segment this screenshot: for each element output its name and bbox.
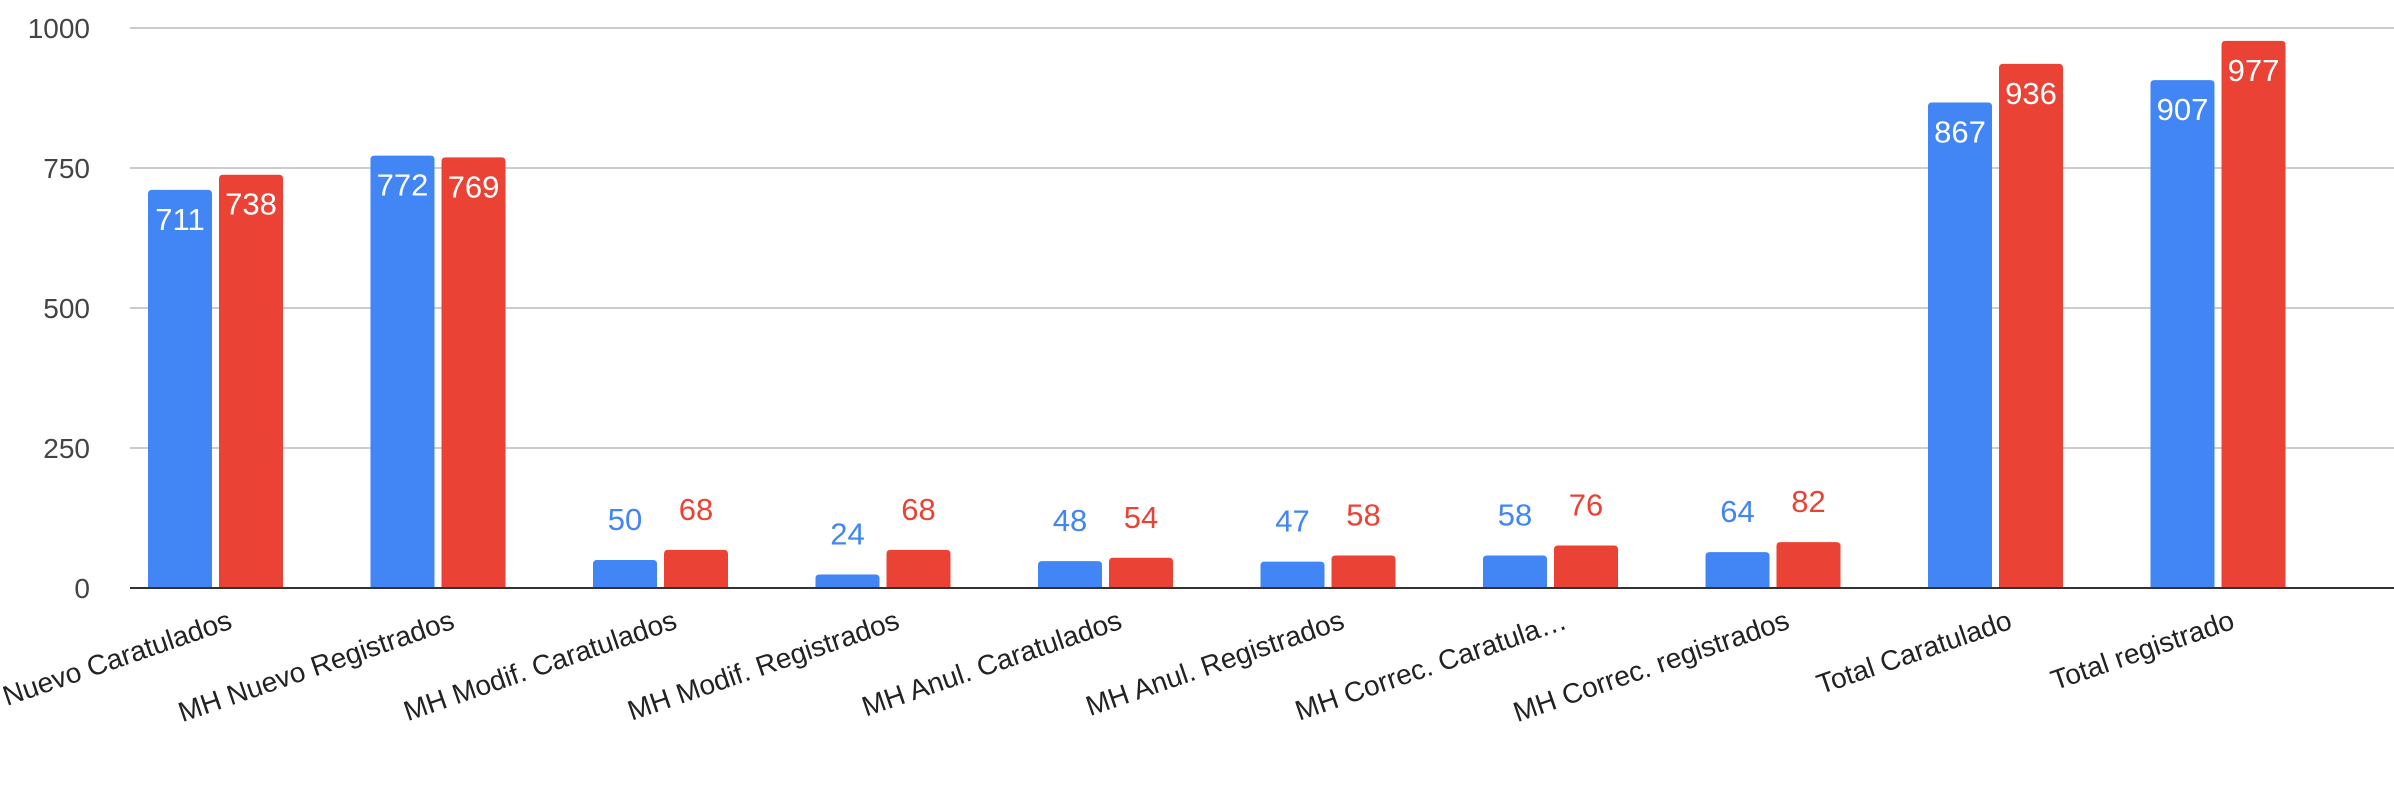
data-label: 907 bbox=[2157, 92, 2209, 127]
bar-series-2 bbox=[1331, 555, 1396, 588]
bar-series-1 bbox=[148, 189, 212, 588]
x-category-label: Total Caratulado bbox=[1813, 604, 2016, 700]
y-tick-label: 250 bbox=[43, 433, 90, 464]
y-tick-label: 750 bbox=[43, 153, 90, 184]
data-label: 711 bbox=[155, 202, 204, 237]
bar-series-2 bbox=[441, 157, 506, 589]
data-label: 977 bbox=[2228, 53, 2280, 88]
bar-series-1 bbox=[1260, 561, 1325, 588]
data-label: 24 bbox=[830, 517, 864, 552]
data-label: 68 bbox=[679, 492, 713, 527]
y-tick-label: 1000 bbox=[28, 13, 90, 44]
data-label: 76 bbox=[1569, 487, 1603, 522]
bar-series-2 bbox=[886, 549, 951, 588]
bar-series-1 bbox=[815, 574, 880, 588]
bar-series-2 bbox=[1109, 557, 1173, 588]
y-tick-label: 0 bbox=[74, 573, 90, 604]
data-label: 64 bbox=[1720, 494, 1754, 529]
data-label: 769 bbox=[448, 169, 500, 204]
x-category-label: Total registrado bbox=[2047, 604, 2238, 696]
bar-series-2 bbox=[1999, 63, 2063, 588]
data-label: 82 bbox=[1791, 484, 1825, 519]
data-label: 47 bbox=[1275, 504, 1309, 539]
bars bbox=[148, 40, 2286, 589]
data-label: 738 bbox=[225, 187, 277, 222]
y-tick-label: 500 bbox=[43, 293, 90, 324]
bar-series-2 bbox=[1554, 545, 1618, 588]
bar-series-1 bbox=[370, 155, 435, 588]
data-label: 54 bbox=[1124, 500, 1158, 535]
data-label: 867 bbox=[1934, 114, 1986, 149]
data-label: 48 bbox=[1053, 503, 1087, 538]
data-label: 936 bbox=[2005, 76, 2057, 111]
y-axis-tick-labels: 0 250 500 750 1000 bbox=[28, 13, 90, 604]
bar-series-1 bbox=[593, 560, 657, 588]
bar-series-2 bbox=[219, 174, 283, 588]
bar-series-1 bbox=[1483, 555, 1547, 588]
bar-series-2 bbox=[2221, 40, 2286, 588]
bar-series-2 bbox=[1776, 542, 1841, 588]
data-label: 58 bbox=[1498, 498, 1532, 533]
data-labels: 711 738 772 769 50 68 24 68 48 54 47 58 58 76 64 82 867 9… bbox=[155, 53, 2279, 552]
data-label: 58 bbox=[1346, 498, 1380, 533]
data-label: 50 bbox=[608, 502, 642, 537]
bar-series-2 bbox=[664, 549, 728, 588]
bar-series-1 bbox=[1928, 102, 1992, 588]
bar-series-1 bbox=[1038, 561, 1102, 588]
bar-series-1 bbox=[1705, 552, 1770, 588]
bar-series-1 bbox=[2150, 80, 2215, 588]
data-label: 68 bbox=[901, 492, 935, 527]
data-label: 772 bbox=[377, 168, 429, 203]
